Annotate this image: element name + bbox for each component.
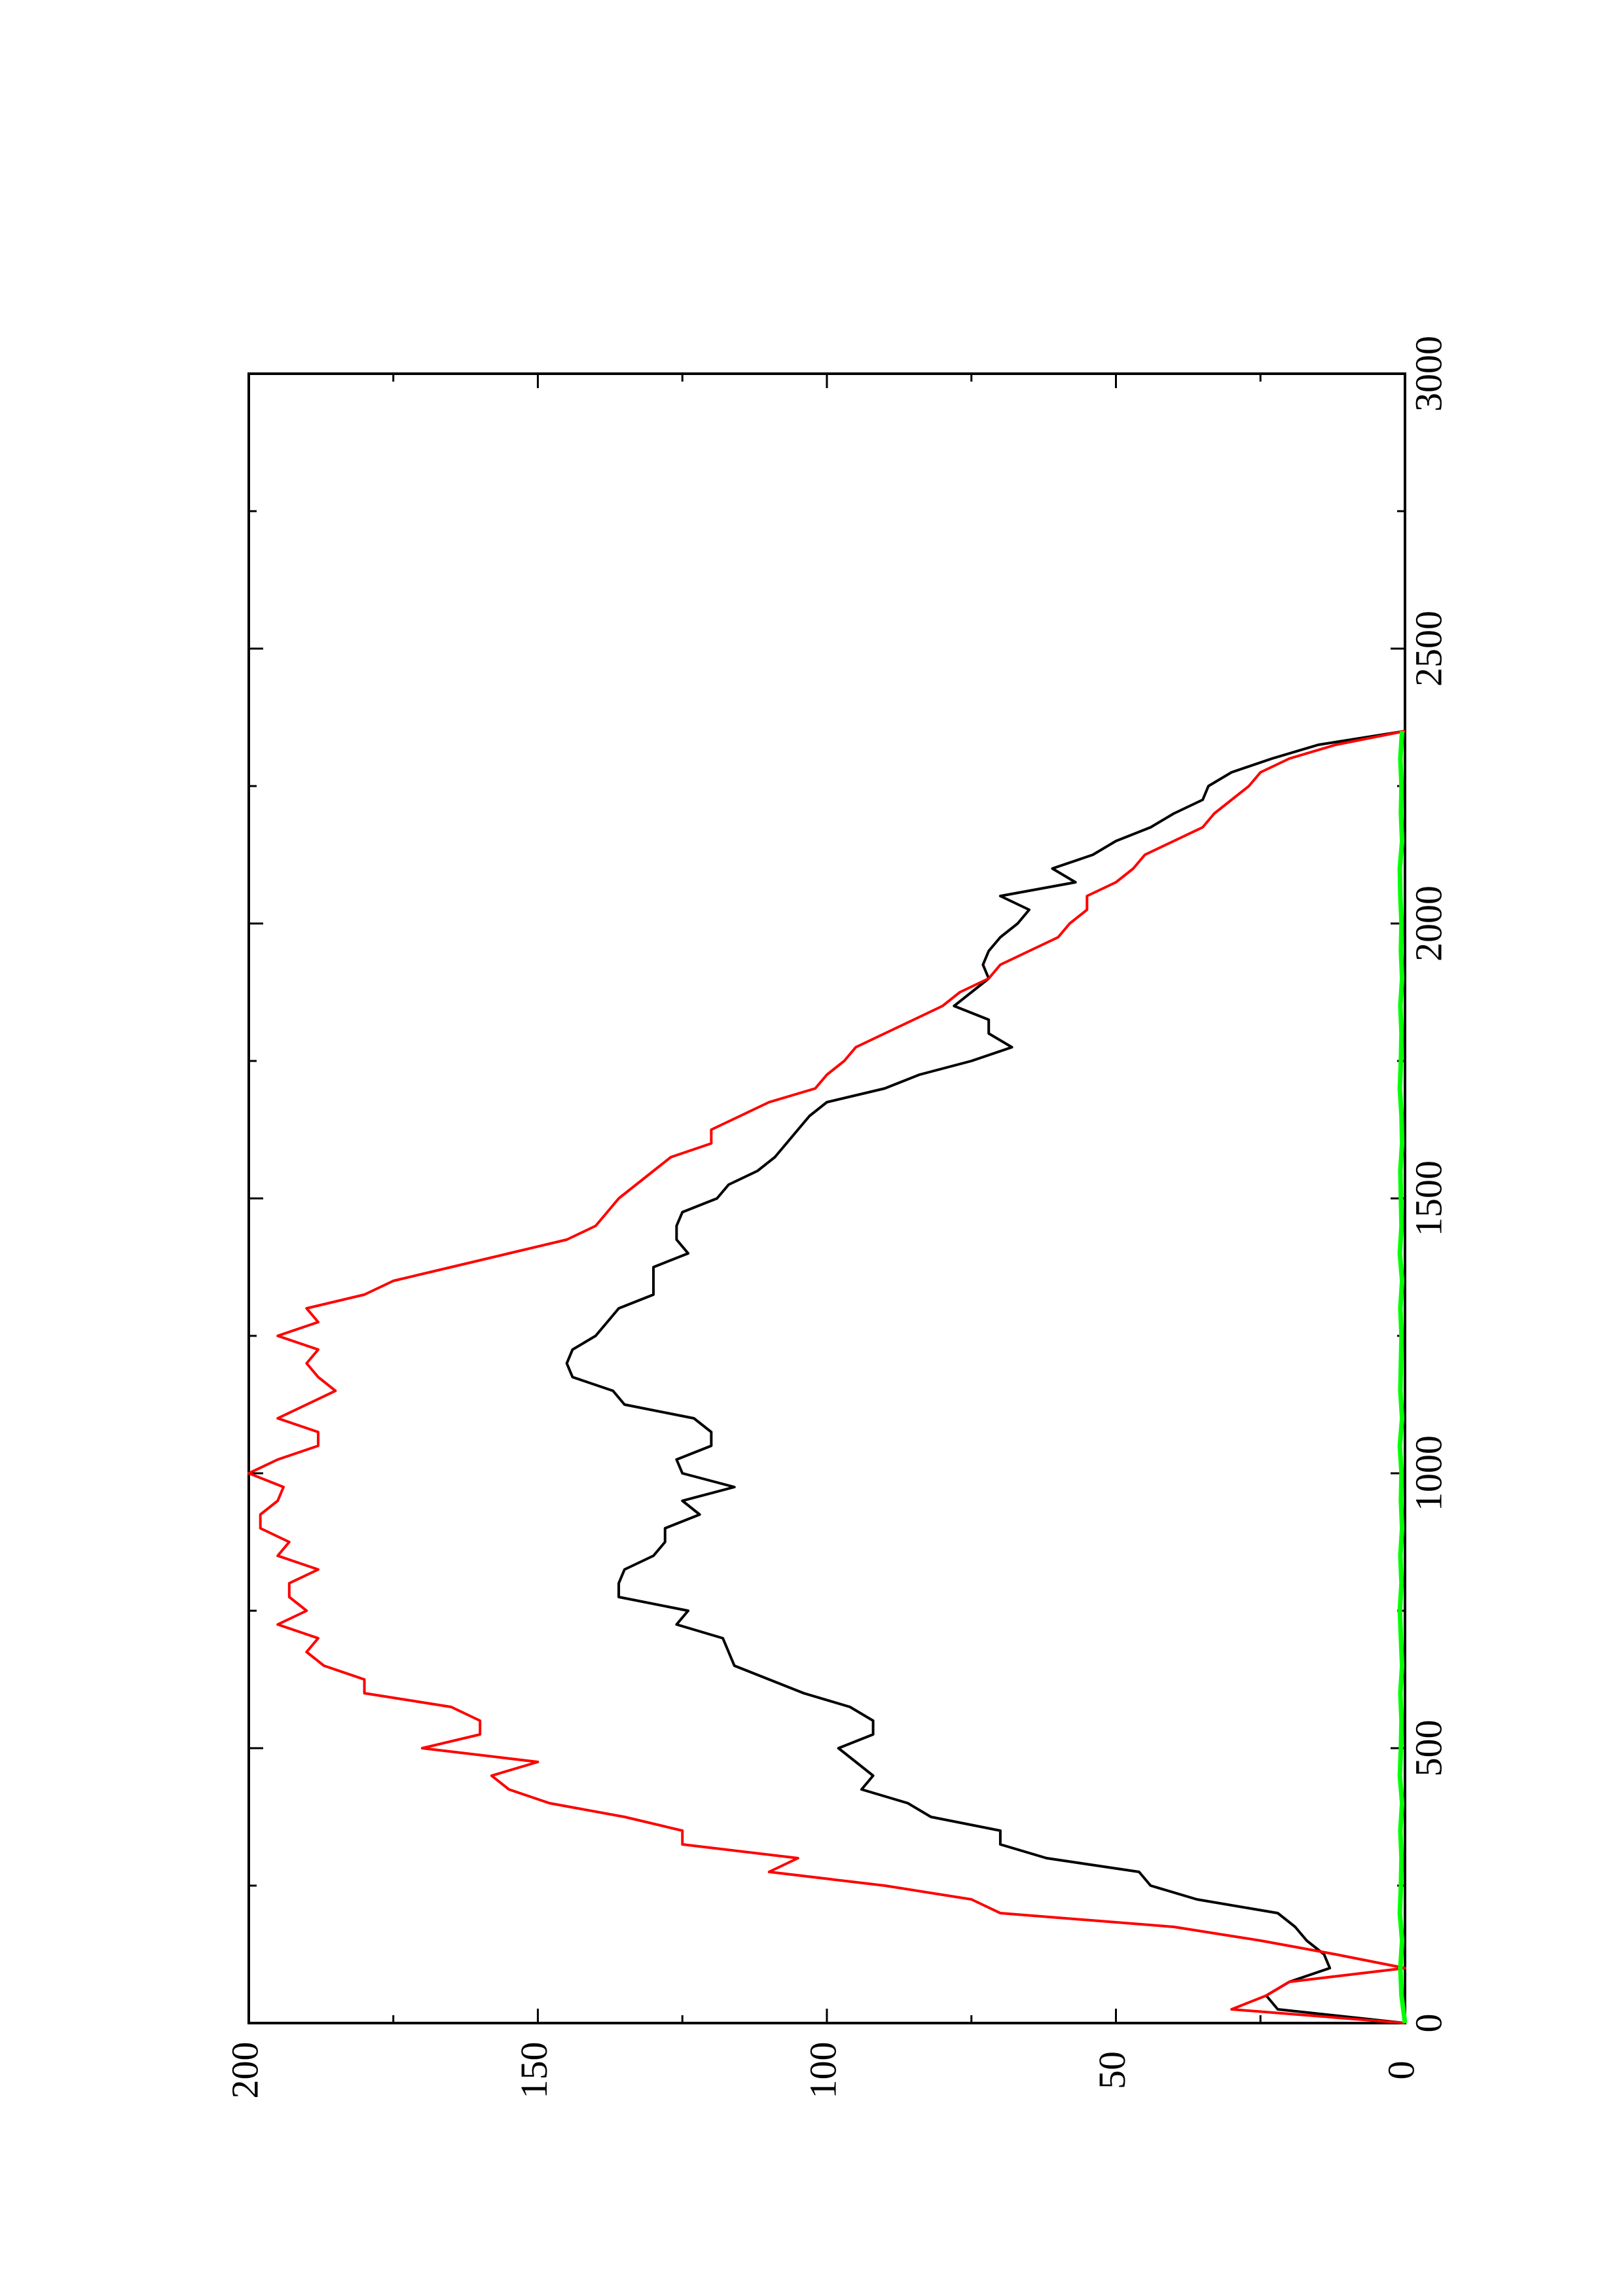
x-tick-label: 2500 bbox=[1407, 611, 1450, 687]
series-line-3 bbox=[1397, 730, 1408, 2024]
series-layer bbox=[247, 730, 1408, 2024]
x-tick-label: 500 bbox=[1407, 1720, 1450, 1777]
y-tick-label: 150 bbox=[513, 2042, 555, 2099]
x-tick-label: 1000 bbox=[1407, 1435, 1450, 1511]
x-axis-tick-labels: 0 500 1000 1500 2000 2500 3000 bbox=[1407, 336, 1450, 2033]
y-tick-label: 0 bbox=[1379, 2061, 1422, 2080]
series-line-1 bbox=[565, 730, 1406, 2024]
plot-frame bbox=[247, 372, 1406, 2024]
y-axis-tick-labels: 0 50 100 150 200 bbox=[223, 2042, 1422, 2099]
x-tick-label: 3000 bbox=[1407, 336, 1450, 412]
y-tick-label: 100 bbox=[801, 2042, 844, 2099]
x-tick-label: 0 bbox=[1407, 2014, 1450, 2033]
y-tick-label: 50 bbox=[1091, 2051, 1133, 2089]
x-tick-label: 1500 bbox=[1407, 1160, 1450, 1236]
y-tick-label: 200 bbox=[223, 2042, 266, 2099]
series-line-2 bbox=[247, 730, 1406, 2024]
tick-marks bbox=[247, 372, 1406, 2024]
x-tick-label: 2000 bbox=[1407, 886, 1450, 961]
